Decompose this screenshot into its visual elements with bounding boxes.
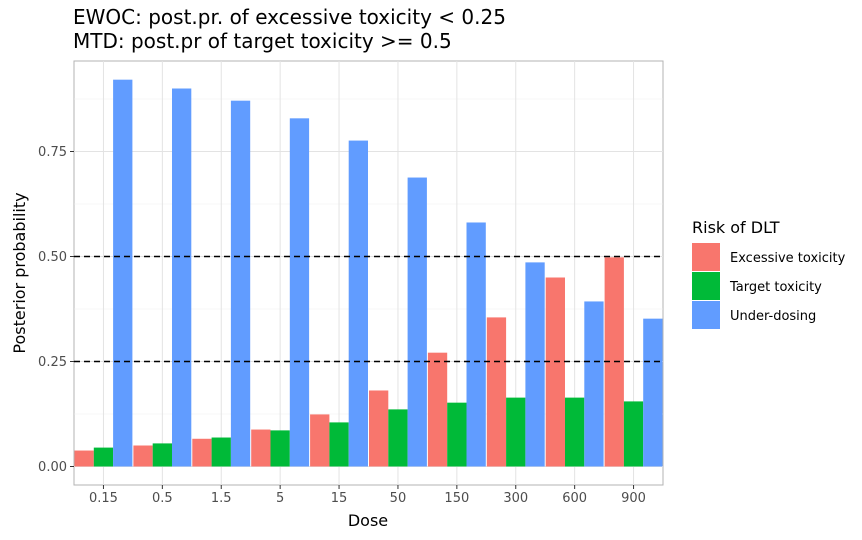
x-tick-label: 50 [390,491,407,506]
bar-excessive-toxicity-300 [486,317,507,467]
bar-excessive-toxicity-600 [545,277,565,467]
bar-target-toxicity-150 [447,402,467,467]
bar-excessive-toxicity-1.5 [192,438,212,467]
bar-under-dosing-15 [348,140,368,467]
y-tick-label: 0.00 [38,460,67,475]
bar-under-dosing-150 [466,222,486,467]
y-tick-label: 0.25 [38,355,67,370]
bar-target-toxicity-300 [506,397,526,467]
bar-target-toxicity-0.5 [152,443,172,467]
legend-title: Risk of DLT [692,218,780,237]
legend: Excessive toxicity Target toxicity Under-d… [692,243,846,329]
x-tick-label: 15 [331,491,348,506]
x-tick-label: 300 [503,491,528,506]
x-tick-label: 0.5 [152,491,173,506]
y-tick-label: 0.75 [38,145,67,160]
bar-target-toxicity-1.5 [211,437,231,467]
bar-excessive-toxicity-0.5 [133,445,153,467]
bar-excessive-toxicity-50 [369,390,389,467]
bar-under-dosing-50 [407,177,427,467]
x-tick-label: 5 [276,491,284,506]
bar-excessive-toxicity-0.15 [74,450,94,467]
bar-under-dosing-300 [525,262,545,467]
x-tick-label: 150 [444,491,469,506]
y-tick-label: 0.50 [38,250,67,265]
bar-target-toxicity-15 [329,422,349,467]
x-axis-label: Dose [348,511,388,530]
bar-excessive-toxicity-15 [310,414,330,467]
bar-target-toxicity-600 [565,397,585,467]
chart-subtitle: MTD: post.pr of target toxicity >= 0.5 [73,29,452,53]
y-axis-label: Posterior probability [10,192,29,353]
x-tick-label: 0.15 [89,491,118,506]
bar-target-toxicity-5 [270,430,290,467]
x-tick-label: 900 [621,491,646,506]
x-tick-label: 600 [562,491,587,506]
legend-label: Under-dosing [730,309,816,324]
legend-key-under-dosing [692,301,720,329]
bar-target-toxicity-900 [623,401,644,467]
bar-under-dosing-0.15 [113,79,133,467]
chart-title: EWOC: post.pr. of excessive toxicity < 0… [73,5,506,29]
bar-under-dosing-600 [584,301,604,467]
legend-key-target-toxicity [692,272,720,300]
bar-target-toxicity-50 [388,409,408,467]
bar-under-dosing-5 [289,118,310,467]
bar-under-dosing-900 [643,318,663,467]
bar-target-toxicity-0.15 [93,447,114,467]
bar-excessive-toxicity-5 [251,429,271,467]
bar-under-dosing-1.5 [230,100,251,467]
bar-under-dosing-0.5 [172,88,192,467]
bar-excessive-toxicity-150 [427,352,448,467]
legend-label: Excessive toxicity [730,251,846,266]
x-tick-label: 1.5 [211,491,232,506]
legend-label: Target toxicity [729,280,822,295]
legend-key-excessive-toxicity [692,243,720,271]
